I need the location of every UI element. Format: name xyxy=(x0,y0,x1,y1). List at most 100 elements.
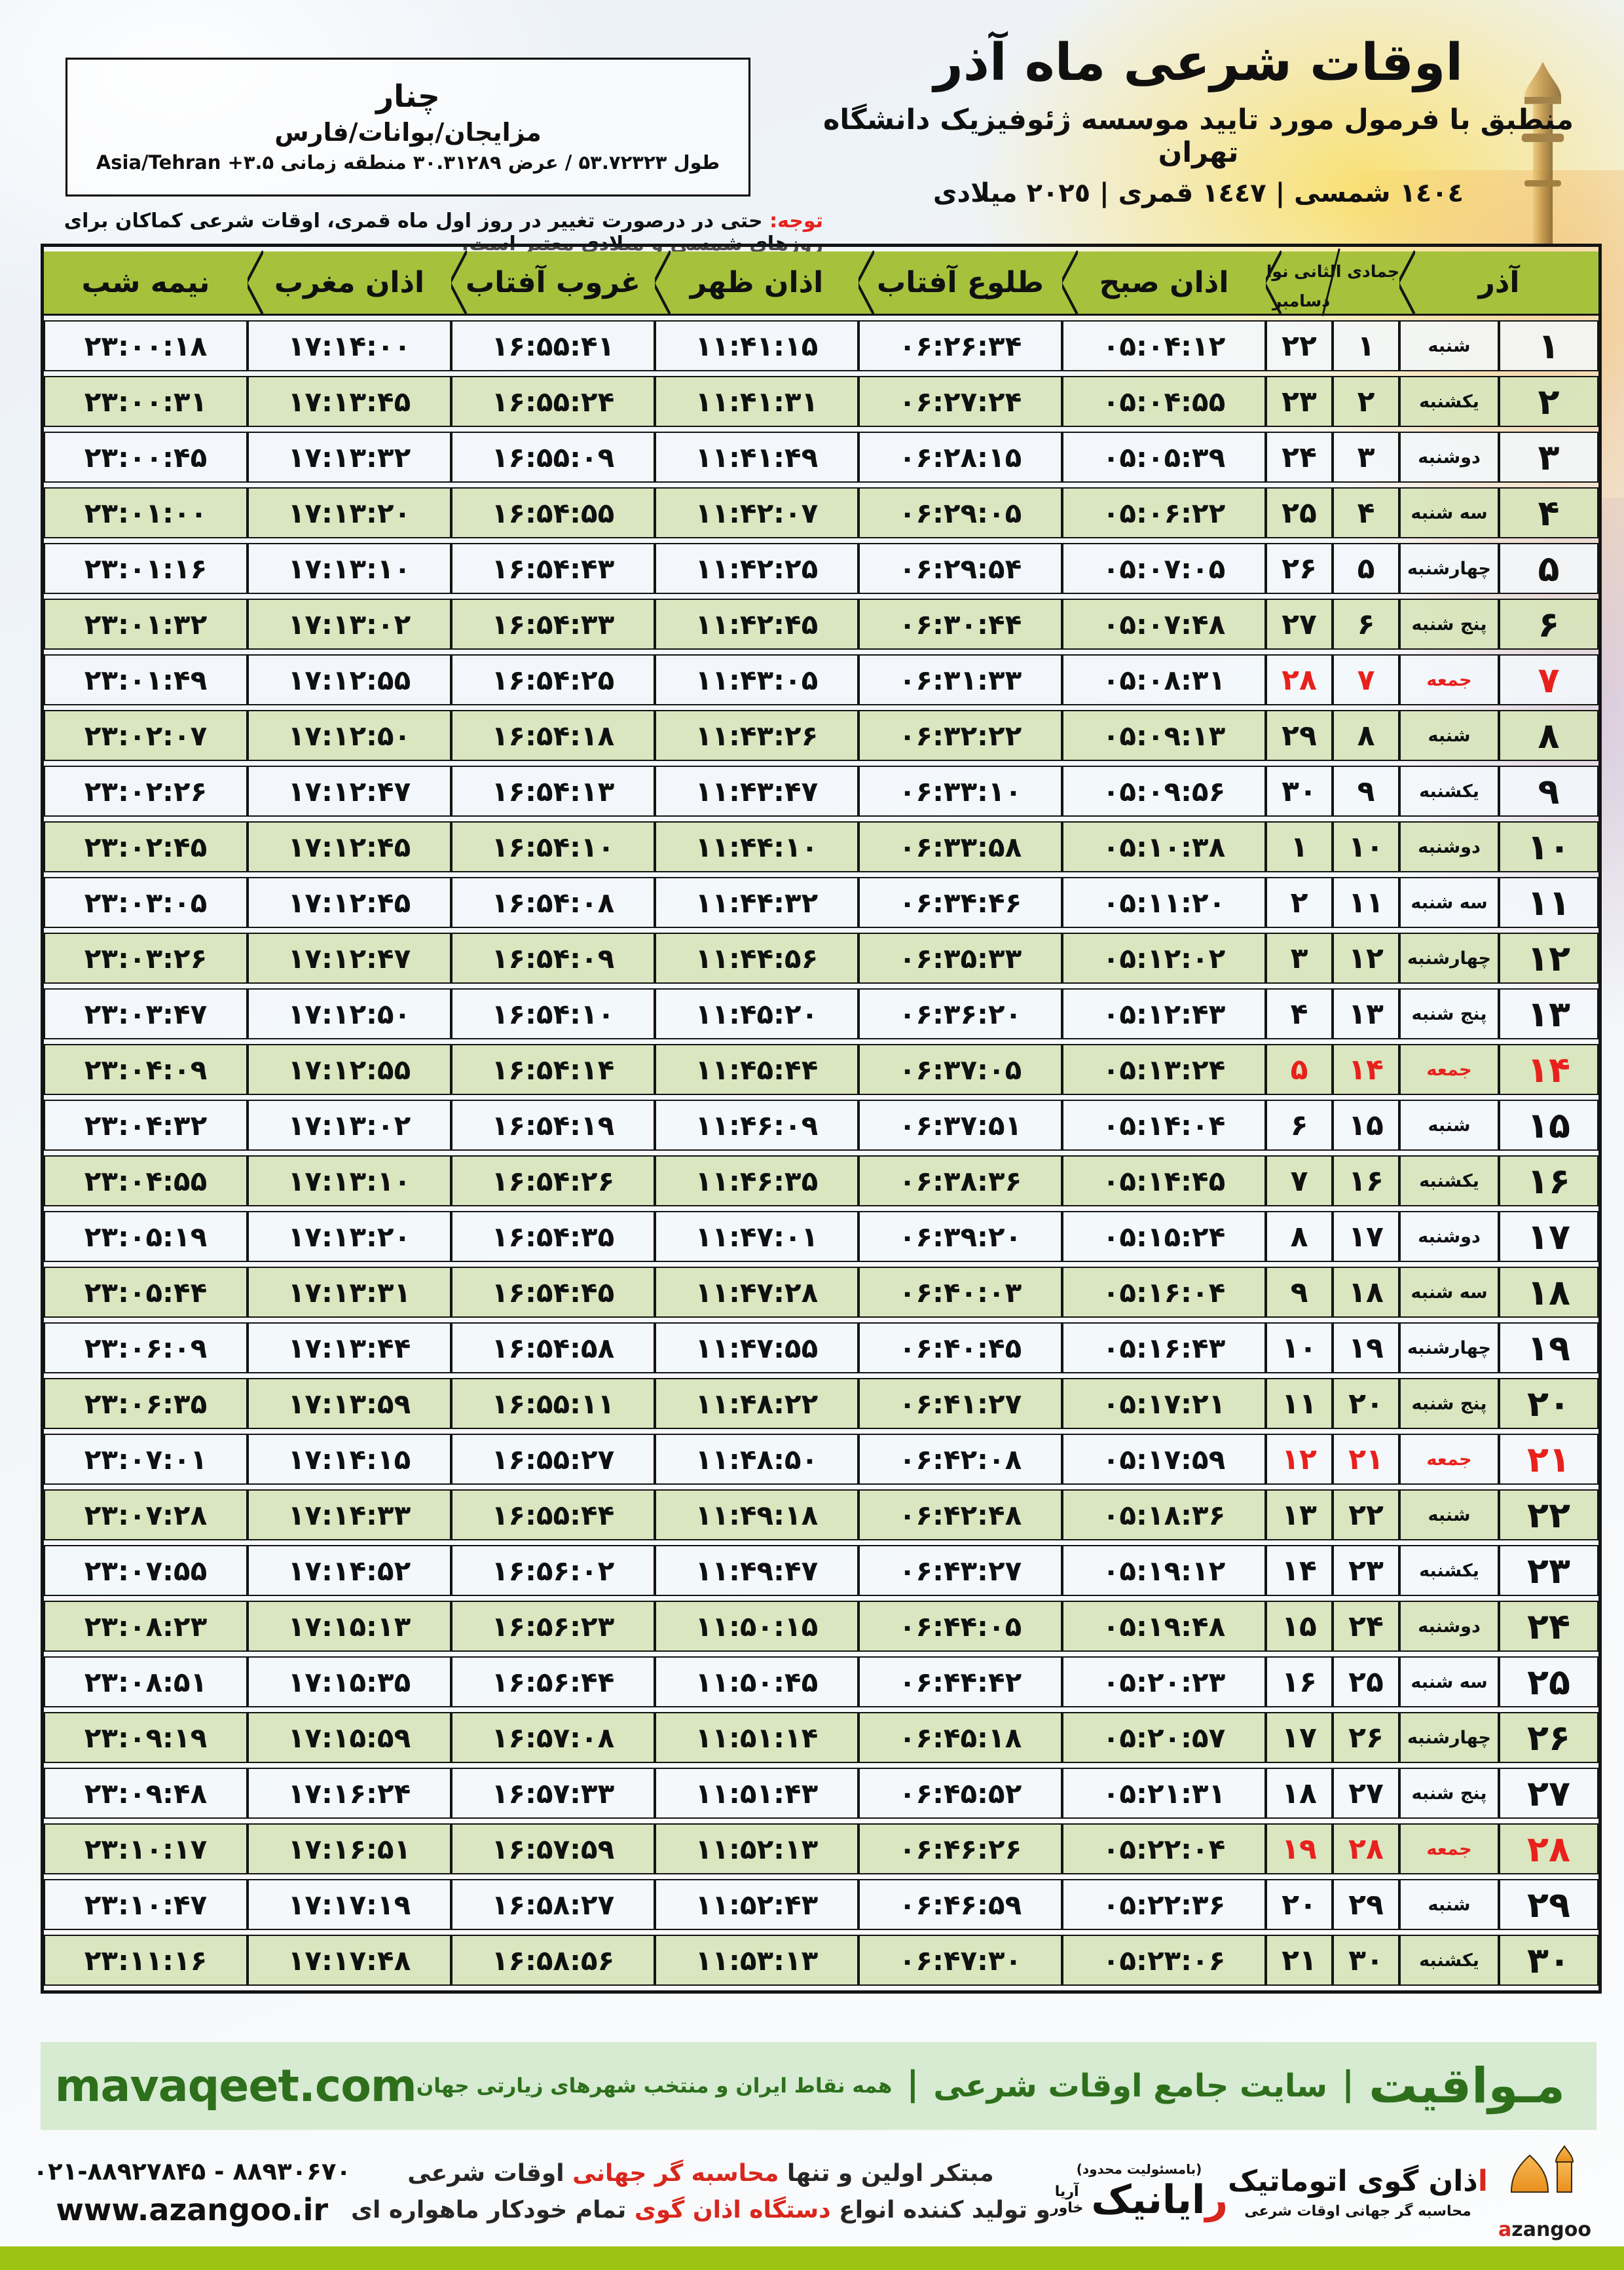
cell-azan-sobh: ۰۵:۱۲:۰۲ xyxy=(1062,933,1266,984)
table-row: ۹ یکشنبه ۹ ۳۰ ۰۵:۰۹:۵۶ ۰۶:۳۳:۱۰ ۱۱:۴۳:۴۷… xyxy=(44,766,1599,817)
cell-azan-zohr: ۱۱:۴۷:۰۱ xyxy=(655,1211,858,1262)
cell-weekday: شنبه xyxy=(1399,1879,1500,1930)
cell-azar-day: ۱۰ xyxy=(1499,821,1599,872)
cell-tolu-aftab: ۰۶:۲۹:۰۵ xyxy=(858,487,1062,538)
cell-azan-zohr: ۱۱:۴۸:۲۲ xyxy=(655,1378,858,1429)
cell-nime-shab: ۲۳:۰۵:۴۴ xyxy=(44,1267,248,1318)
cell-weekday: جمعه xyxy=(1399,654,1500,705)
cell-azan-sobh: ۰۵:۱۰:۳۸ xyxy=(1062,821,1266,872)
cell-weekday: شنبه xyxy=(1399,1489,1500,1540)
cell-ghorub-aftab: ۱۶:۵۵:۴۴ xyxy=(451,1489,655,1540)
cell-azan-sobh: ۰۵:۰۴:۱۲ xyxy=(1062,320,1266,371)
cell-gregorian-day: ۲۵ xyxy=(1266,487,1333,538)
table-header-row: آذر جمادی الثانی نوامبر دسامبر اذان صبح … xyxy=(44,248,1599,317)
table-row: ۱۴ جمعه ۱۴ ۵ ۰۵:۱۳:۲۴ ۰۶:۳۷:۰۵ ۱۱:۴۵:۴۴ … xyxy=(44,1044,1599,1095)
cell-azan-sobh: ۰۵:۰۷:۰۵ xyxy=(1062,543,1266,594)
cell-azar-day: ۲۲ xyxy=(1499,1489,1599,1540)
cell-azan-zohr: ۱۱:۴۶:۰۹ xyxy=(655,1100,858,1151)
cell-azan-sobh: ۰۵:۰۸:۳۱ xyxy=(1062,654,1266,705)
cell-weekday: سه شنبه xyxy=(1399,1656,1500,1707)
cell-gregorian-day: ۱۱ xyxy=(1266,1378,1333,1429)
cell-azan-zohr: ۱۱:۴۲:۴۵ xyxy=(655,599,858,650)
cell-nime-shab: ۲۳:۱۱:۱۶ xyxy=(44,1935,248,1986)
cell-azan-maghreb: ۱۷:۱۳:۱۰ xyxy=(248,543,451,594)
cell-nime-shab: ۲۳:۰۰:۱۸ xyxy=(44,320,248,371)
cell-azar-day: ۲۵ xyxy=(1499,1656,1599,1707)
cell-nime-shab: ۲۳:۰۶:۰۹ xyxy=(44,1322,248,1373)
cell-azar-day: ۱۹ xyxy=(1499,1322,1599,1373)
cell-azan-maghreb: ۱۷:۱۲:۴۵ xyxy=(248,821,451,872)
cell-tolu-aftab: ۰۶:۴۵:۵۲ xyxy=(858,1768,1062,1819)
cell-azan-zohr: ۱۱:۵۱:۴۳ xyxy=(655,1768,858,1819)
cell-gregorian-day: ۲۴ xyxy=(1266,432,1333,483)
cell-azan-maghreb: ۱۷:۱۲:۴۷ xyxy=(248,766,451,817)
cell-hijri-day: ۲۲ xyxy=(1333,1489,1400,1540)
cell-gregorian-day: ۲۰ xyxy=(1266,1879,1333,1930)
cell-gregorian-day: ۱۹ xyxy=(1266,1823,1333,1874)
calendar-years: ١٤٠٤ شمسی | ١٤٤٧ قمری | ٢٠٢٥ میلادی xyxy=(932,177,1464,208)
cell-azan-sobh: ۰۵:۰۹:۵۶ xyxy=(1062,766,1266,817)
cell-weekday: پنج شنبه xyxy=(1399,599,1500,650)
mavaqeet-banner: مـواقیت | سایت جامع اوقات شرعی | همه نقا… xyxy=(41,2042,1596,2130)
table-row: ۱ شنبه ۱ ۲۲ ۰۵:۰۴:۱۲ ۰۶:۲۶:۳۴ ۱۱:۴۱:۱۵ ۱… xyxy=(44,320,1599,371)
cell-azan-sobh: ۰۵:۱۷:۵۹ xyxy=(1062,1434,1266,1485)
cell-azan-zohr: ۱۱:۴۷:۲۸ xyxy=(655,1267,858,1318)
cell-azan-maghreb: ۱۷:۱۳:۲۰ xyxy=(248,1211,451,1262)
credit-line1-tail: اوقات شرعی xyxy=(407,2160,564,2187)
cell-hijri-day: ۲۴ xyxy=(1333,1601,1400,1652)
cell-gregorian-day: ۱۷ xyxy=(1266,1712,1333,1763)
cell-ghorub-aftab: ۱۶:۵۵:۲۷ xyxy=(451,1434,655,1485)
cell-tolu-aftab: ۰۶:۴۳:۲۷ xyxy=(858,1545,1062,1596)
cell-gregorian-day: ۲۶ xyxy=(1266,543,1333,594)
cell-nime-shab: ۲۳:۰۶:۳۵ xyxy=(44,1378,248,1429)
divider: | xyxy=(906,2064,919,2104)
cell-weekday: چهارشنبه xyxy=(1399,933,1500,984)
cell-tolu-aftab: ۰۶:۳۶:۲۰ xyxy=(858,988,1062,1039)
cell-azan-maghreb: ۱۷:۱۳:۳۱ xyxy=(248,1267,451,1318)
table-row: ۳ دوشنبه ۳ ۲۴ ۰۵:۰۵:۳۹ ۰۶:۲۸:۱۵ ۱۱:۴۱:۴۹… xyxy=(44,432,1599,483)
cell-nime-shab: ۲۳:۰۱:۳۲ xyxy=(44,599,248,650)
table-row: ۲۴ دوشنبه ۲۴ ۱۵ ۰۵:۱۹:۴۸ ۰۶:۴۴:۰۵ ۱۱:۵۰:… xyxy=(44,1601,1599,1652)
cell-azan-maghreb: ۱۷:۱۵:۵۹ xyxy=(248,1712,451,1763)
cell-nime-shab: ۲۳:۰۳:۲۶ xyxy=(44,933,248,984)
cell-nime-shab: ۲۳:۰۴:۳۲ xyxy=(44,1100,248,1151)
cell-azan-maghreb: ۱۷:۱۳:۰۲ xyxy=(248,1100,451,1151)
cell-gregorian-day: ۱۲ xyxy=(1266,1434,1333,1485)
cell-tolu-aftab: ۰۶:۲۸:۱۵ xyxy=(858,432,1062,483)
cell-azan-maghreb: ۱۷:۱۳:۴۴ xyxy=(248,1322,451,1373)
cell-weekday: دوشنبه xyxy=(1399,1211,1500,1262)
table-row: ۸ شنبه ۸ ۲۹ ۰۵:۰۹:۱۳ ۰۶:۳۲:۲۲ ۱۱:۴۳:۲۶ ۱… xyxy=(44,710,1599,761)
cell-gregorian-day: ۱۸ xyxy=(1266,1768,1333,1819)
cell-azar-day: ۱۶ xyxy=(1499,1155,1599,1206)
cell-hijri-day: ۲ xyxy=(1333,376,1400,427)
cell-ghorub-aftab: ۱۶:۵۴:۱۹ xyxy=(451,1100,655,1151)
cell-tolu-aftab: ۰۶:۳۳:۵۸ xyxy=(858,821,1062,872)
cell-ghorub-aftab: ۱۶:۵۸:۵۶ xyxy=(451,1935,655,1986)
rayanik-logo: (بامسئولیت محدود) رایانیک آریا خاور xyxy=(1050,2161,1228,2223)
dome-icon xyxy=(1510,2144,1574,2193)
cell-azan-zohr: ۱۱:۴۳:۰۵ xyxy=(655,654,858,705)
cell-ghorub-aftab: ۱۶:۵۴:۲۵ xyxy=(451,654,655,705)
cell-ghorub-aftab: ۱۶:۵۴:۵۸ xyxy=(451,1322,655,1373)
rayanik-name: رایانیک xyxy=(1091,2177,1228,2223)
cell-azan-zohr: ۱۱:۴۹:۱۸ xyxy=(655,1489,858,1540)
cell-hijri-day: ۶ xyxy=(1333,599,1400,650)
col-hijri-gregorian: جمادی الثانی نوامبر دسامبر xyxy=(1240,248,1400,317)
cell-azan-maghreb: ۱۷:۱۲:۵۵ xyxy=(248,1044,451,1095)
table-row: ۲۱ جمعه ۲۱ ۱۲ ۰۵:۱۷:۵۹ ۰۶:۴۲:۰۸ ۱۱:۴۸:۵۰… xyxy=(44,1434,1599,1485)
cell-hijri-day: ۱۸ xyxy=(1333,1267,1400,1318)
cell-azan-maghreb: ۱۷:۱۳:۰۲ xyxy=(248,599,451,650)
azangoo-latin-rest: zangoo xyxy=(1511,2218,1591,2241)
cell-azan-zohr: ۱۱:۵۲:۴۳ xyxy=(655,1879,858,1930)
col-tolu-aftab: طلوع آفتاب xyxy=(855,250,1062,316)
cell-nime-shab: ۲۳:۰۳:۴۷ xyxy=(44,988,248,1039)
cell-tolu-aftab: ۰۶:۳۵:۳۳ xyxy=(858,933,1062,984)
cell-tolu-aftab: ۰۶:۳۷:۰۵ xyxy=(858,1044,1062,1095)
timezone-text: Asia/Tehran +۳.۵ xyxy=(96,151,274,174)
cell-tolu-aftab: ۰۶:۴۰:۴۵ xyxy=(858,1322,1062,1373)
cell-gregorian-day: ۱۰ xyxy=(1266,1322,1333,1373)
cell-gregorian-day: ۴ xyxy=(1266,988,1333,1039)
cell-nime-shab: ۲۳:۰۴:۵۵ xyxy=(44,1155,248,1206)
cell-hijri-day: ۱۷ xyxy=(1333,1211,1400,1262)
